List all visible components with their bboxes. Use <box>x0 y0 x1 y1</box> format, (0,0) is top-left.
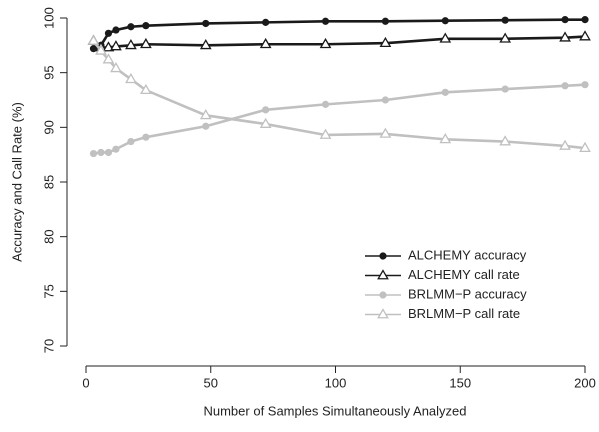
data-point <box>259 117 272 128</box>
data-point <box>581 16 589 24</box>
data-point <box>199 39 212 50</box>
data-point <box>262 106 270 114</box>
y-tick-label: 75 <box>41 284 56 298</box>
data-point <box>97 148 105 157</box>
legend-marker <box>379 291 387 299</box>
x-tick-label: 50 <box>204 375 218 390</box>
data-point <box>104 29 113 37</box>
data-point <box>321 100 330 108</box>
x-tick-label: 100 <box>325 375 347 390</box>
y-tick-label: 90 <box>41 120 56 134</box>
series-line <box>92 35 586 49</box>
data-point <box>379 127 392 138</box>
data-point <box>441 17 449 25</box>
data-point <box>441 88 449 96</box>
data-point <box>379 36 392 48</box>
data-point <box>581 81 589 89</box>
data-point <box>125 72 137 84</box>
data-point <box>579 141 591 153</box>
data-point <box>259 37 272 49</box>
data-point <box>499 135 512 146</box>
data-point <box>140 37 152 49</box>
data-point <box>112 145 120 153</box>
data-point <box>439 32 452 43</box>
data-point <box>89 149 98 158</box>
data-point <box>127 137 135 146</box>
data-point <box>262 18 270 26</box>
data-point <box>127 23 135 31</box>
data-point <box>559 139 571 150</box>
legend-label: ALCHEMY call rate <box>408 267 520 282</box>
data-point <box>439 133 452 144</box>
data-point <box>104 148 113 157</box>
data-point <box>202 19 210 28</box>
data-point <box>319 37 332 49</box>
data-point <box>125 39 137 50</box>
data-point <box>102 53 115 64</box>
y-tick-label: 100 <box>41 7 56 29</box>
x-tick-label: 200 <box>574 375 596 390</box>
legend-marker <box>379 252 387 260</box>
data-point <box>381 17 389 25</box>
legend-marker <box>377 269 389 280</box>
x-tick-label: 150 <box>449 375 471 390</box>
legend-label: ALCHEMY accuracy <box>408 247 527 262</box>
legend-label: BRLMM−P call rate <box>408 306 520 321</box>
data-point <box>110 40 122 51</box>
data-point <box>501 85 509 93</box>
y-tick-label: 70 <box>41 339 56 353</box>
data-point <box>579 30 591 41</box>
x-tick-label: 0 <box>82 375 89 390</box>
y-axis-label: Accuracy and Call Rate (%) <box>9 102 24 262</box>
data-point <box>561 82 569 90</box>
data-point <box>89 45 98 53</box>
y-tick-label: 95 <box>41 65 56 79</box>
data-point <box>87 34 100 45</box>
data-point <box>501 16 509 24</box>
data-point <box>110 61 122 73</box>
y-tick-label: 85 <box>41 175 56 189</box>
data-point <box>142 133 150 141</box>
x-axis-label: Number of Samples Simultaneously Analyze… <box>203 403 466 418</box>
data-point <box>199 109 212 120</box>
data-point <box>499 32 512 43</box>
data-point <box>102 41 115 52</box>
data-point <box>140 83 152 95</box>
data-point <box>381 96 389 104</box>
data-point <box>202 122 210 130</box>
y-tick-label: 80 <box>41 229 56 243</box>
data-point <box>559 31 571 42</box>
data-point <box>321 17 330 25</box>
data-point <box>95 44 107 55</box>
data-point <box>142 22 150 30</box>
data-point <box>561 16 569 24</box>
legend-marker <box>377 308 389 319</box>
data-point <box>112 26 120 34</box>
legend-label: BRLMM−P accuracy <box>408 286 527 301</box>
data-point <box>319 128 332 139</box>
